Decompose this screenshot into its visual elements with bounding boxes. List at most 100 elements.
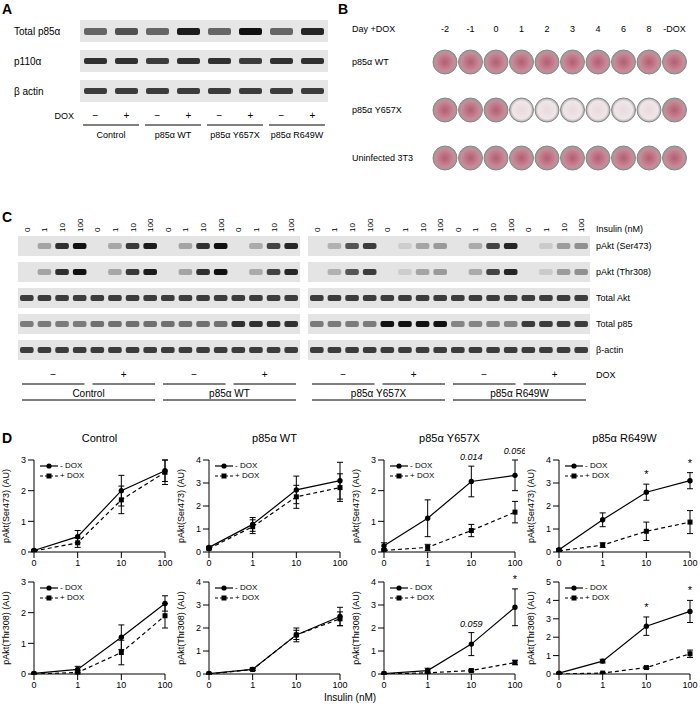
svg-text:2: 2 bbox=[196, 501, 201, 511]
svg-text:pAkt(Thr308) (AU): pAkt(Thr308) (AU) bbox=[176, 591, 186, 665]
svg-text:2: 2 bbox=[546, 501, 551, 511]
svg-text:0.056: 0.056 bbox=[504, 446, 525, 456]
svg-text:−: − bbox=[155, 110, 161, 121]
svg-text:p85α R649W: p85α R649W bbox=[271, 130, 324, 140]
svg-text:3: 3 bbox=[546, 478, 551, 488]
svg-text:3: 3 bbox=[196, 600, 201, 610]
svg-text:pAkt(Ser473) (AU): pAkt(Ser473) (AU) bbox=[351, 469, 361, 543]
svg-text:4: 4 bbox=[595, 24, 600, 34]
svg-text:p85α WT: p85α WT bbox=[155, 130, 192, 140]
svg-text:pAkt (Ser473): pAkt (Ser473) bbox=[596, 241, 652, 251]
svg-text:1: 1 bbox=[330, 227, 339, 232]
svg-text:pAkt(Ser473) (AU): pAkt(Ser473) (AU) bbox=[526, 469, 536, 543]
svg-text:1: 1 bbox=[471, 227, 480, 232]
svg-text:Control: Control bbox=[72, 388, 104, 399]
svg-text:3: 3 bbox=[546, 614, 551, 624]
svg-text:0: 0 bbox=[196, 547, 201, 557]
svg-text:1: 1 bbox=[181, 227, 190, 232]
svg-text:+: + bbox=[124, 110, 130, 121]
svg-text:1: 1 bbox=[250, 680, 255, 690]
svg-text:p85α WT: p85α WT bbox=[352, 57, 389, 67]
svg-text:1: 1 bbox=[196, 646, 201, 656]
svg-text:100: 100 bbox=[366, 218, 375, 232]
svg-text:100: 100 bbox=[332, 558, 347, 568]
svg-text:2: 2 bbox=[371, 623, 376, 633]
svg-text:*: * bbox=[513, 573, 518, 585]
svg-text:10: 10 bbox=[116, 558, 126, 568]
svg-text:100: 100 bbox=[507, 680, 522, 690]
svg-text:3: 3 bbox=[196, 478, 201, 488]
svg-text:1: 1 bbox=[519, 24, 524, 34]
svg-text:2: 2 bbox=[21, 608, 26, 618]
svg-text:0: 0 bbox=[21, 669, 26, 679]
svg-text:0: 0 bbox=[371, 547, 376, 557]
svg-text:1: 1 bbox=[252, 227, 261, 232]
svg-text:1: 1 bbox=[600, 558, 605, 568]
svg-text:0: 0 bbox=[381, 558, 386, 568]
svg-text:100: 100 bbox=[157, 680, 172, 690]
svg-text:0: 0 bbox=[556, 680, 561, 690]
svg-text:3: 3 bbox=[371, 455, 376, 465]
svg-text:10: 10 bbox=[199, 223, 208, 232]
svg-text:100: 100 bbox=[507, 218, 516, 232]
svg-text:0: 0 bbox=[383, 227, 392, 232]
svg-text:pAkt(Ser473) (AU): pAkt(Ser473) (AU) bbox=[176, 469, 186, 543]
svg-text:1: 1 bbox=[600, 680, 605, 690]
svg-text:β-actin: β-actin bbox=[596, 345, 623, 355]
svg-text:100: 100 bbox=[577, 218, 586, 232]
svg-text:Control: Control bbox=[96, 130, 125, 140]
svg-text:2: 2 bbox=[196, 623, 201, 633]
svg-text:10: 10 bbox=[419, 223, 428, 232]
svg-text:0: 0 bbox=[93, 227, 102, 232]
svg-text:pAkt(Ser473) (AU): pAkt(Ser473) (AU) bbox=[1, 469, 11, 543]
svg-text:Insulin (nM): Insulin (nM) bbox=[596, 224, 643, 234]
svg-text:0: 0 bbox=[524, 227, 533, 232]
svg-text:−: − bbox=[217, 110, 223, 121]
svg-text:0: 0 bbox=[31, 680, 36, 690]
svg-text:Total p85: Total p85 bbox=[596, 319, 633, 329]
svg-text:p85α Y657X: p85α Y657X bbox=[351, 388, 407, 399]
svg-text:100: 100 bbox=[682, 558, 697, 568]
svg-text:3: 3 bbox=[21, 455, 26, 465]
svg-text:1: 1 bbox=[371, 517, 376, 527]
svg-text:1: 1 bbox=[546, 651, 551, 661]
svg-text:0.014: 0.014 bbox=[460, 452, 483, 462]
svg-text:4: 4 bbox=[196, 577, 201, 587]
svg-text:0: 0 bbox=[23, 227, 32, 232]
svg-text:0: 0 bbox=[381, 680, 386, 690]
svg-text:0: 0 bbox=[206, 680, 211, 690]
svg-text:*: * bbox=[644, 468, 649, 480]
svg-text:−: − bbox=[191, 369, 197, 380]
svg-text:0: 0 bbox=[454, 227, 463, 232]
svg-text:Total Akt: Total Akt bbox=[596, 293, 631, 303]
svg-text:Day +DOX: Day +DOX bbox=[352, 24, 395, 34]
svg-text:10: 10 bbox=[348, 223, 357, 232]
svg-text:+: + bbox=[411, 369, 417, 380]
svg-text:1: 1 bbox=[250, 558, 255, 568]
svg-text:100: 100 bbox=[332, 680, 347, 690]
svg-text:0: 0 bbox=[196, 669, 201, 679]
svg-text:DOX: DOX bbox=[596, 370, 616, 380]
svg-text:0: 0 bbox=[234, 227, 243, 232]
svg-text:6: 6 bbox=[621, 24, 626, 34]
svg-text:10: 10 bbox=[58, 223, 67, 232]
svg-text:p85α Y657X: p85α Y657X bbox=[210, 130, 260, 140]
svg-text:−: − bbox=[279, 110, 285, 121]
svg-text:10: 10 bbox=[129, 223, 138, 232]
svg-text:100: 100 bbox=[157, 558, 172, 568]
svg-text:+: + bbox=[248, 110, 254, 121]
svg-text:1: 1 bbox=[196, 524, 201, 534]
svg-text:1: 1 bbox=[75, 558, 80, 568]
svg-text:+: + bbox=[186, 110, 192, 121]
svg-text:3: 3 bbox=[371, 600, 376, 610]
svg-text:100: 100 bbox=[217, 218, 226, 232]
svg-text:p85α WT: p85α WT bbox=[209, 388, 250, 399]
svg-text:5: 5 bbox=[546, 577, 551, 587]
svg-text:10: 10 bbox=[560, 223, 569, 232]
svg-text:*: * bbox=[688, 457, 693, 469]
svg-text:*: * bbox=[688, 584, 693, 596]
svg-text:C: C bbox=[2, 209, 12, 225]
svg-text:3: 3 bbox=[21, 577, 26, 587]
svg-text:1: 1 bbox=[371, 646, 376, 656]
svg-text:p85α Y657X: p85α Y657X bbox=[352, 105, 402, 115]
